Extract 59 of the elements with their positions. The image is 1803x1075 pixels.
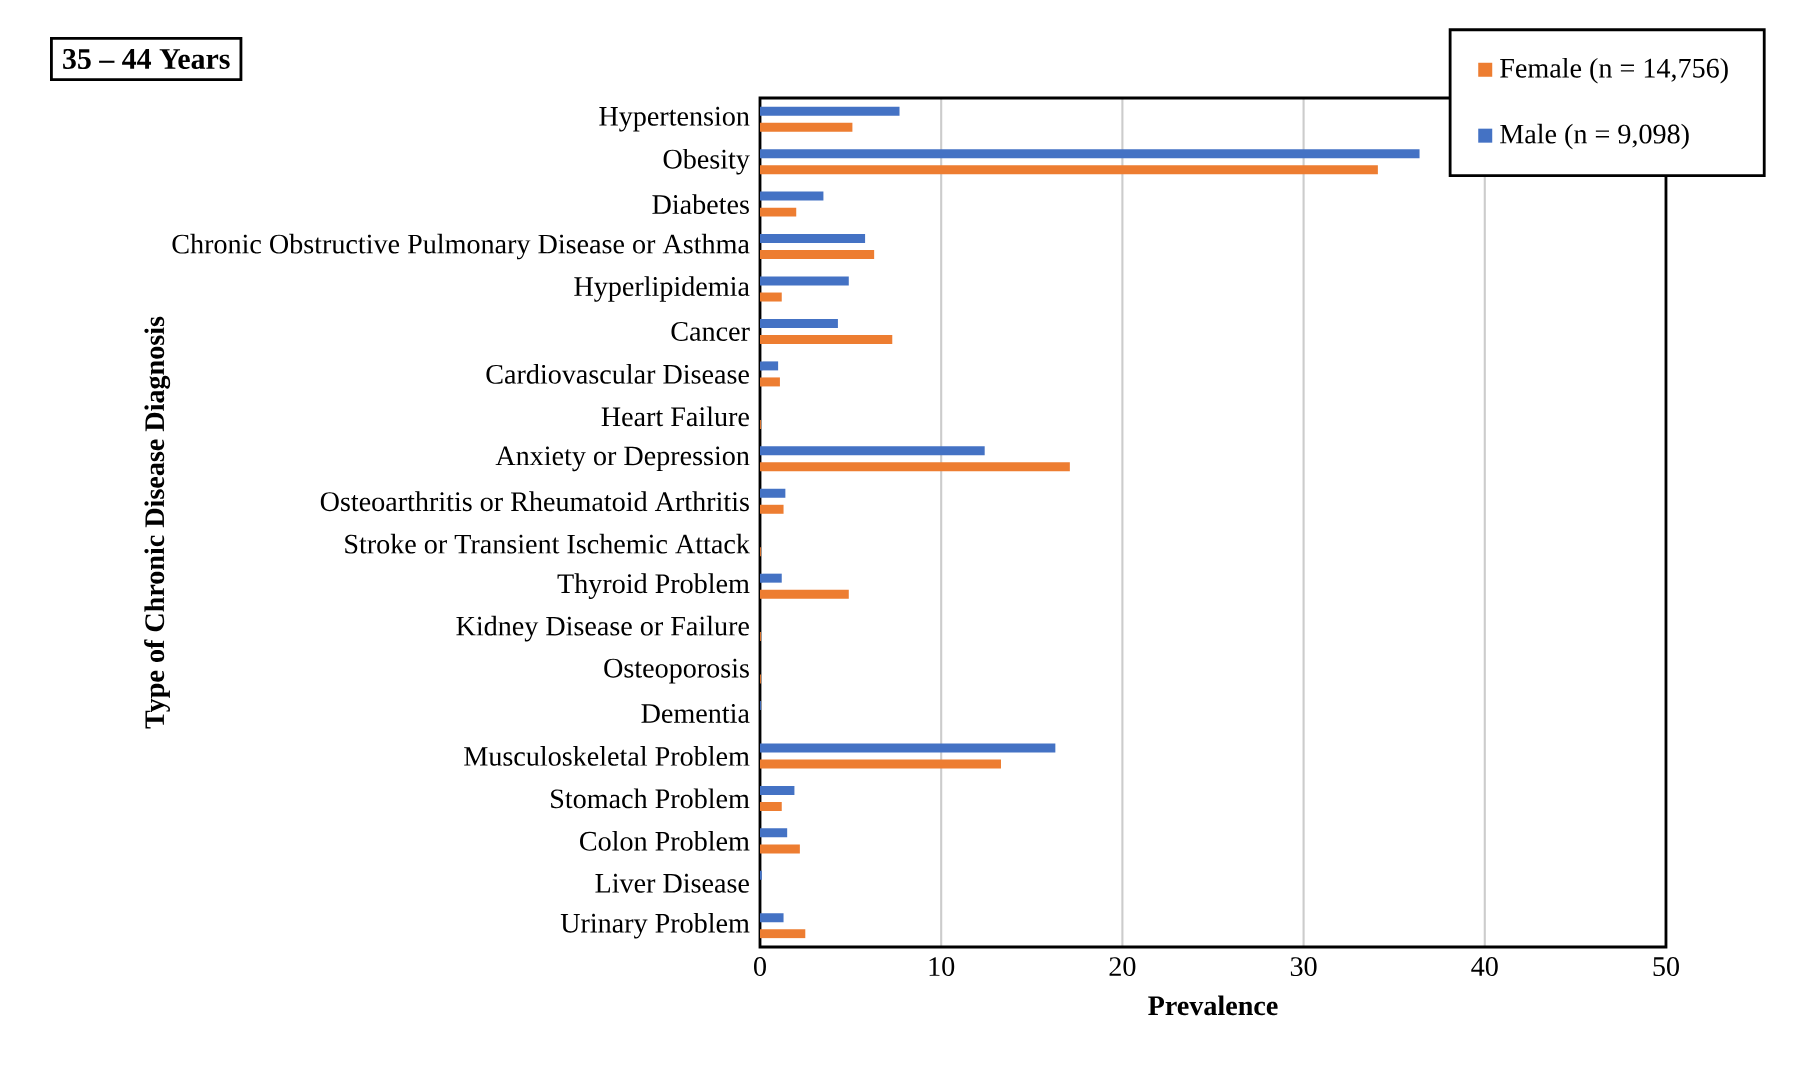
bar — [760, 828, 788, 838]
x-tick-label: 10 — [929, 957, 955, 977]
bar — [760, 361, 779, 371]
y-tick-label: Osteoporosis — [604, 658, 749, 684]
y-tick-label: Stroke or Transient Ischemic Attack — [345, 533, 750, 554]
x-tick-label: 40 — [1471, 957, 1498, 977]
legend-label: Male (n = 9,098) — [1500, 123, 1689, 150]
bar — [760, 335, 893, 344]
bar — [760, 234, 866, 244]
y-tick-label: Liver Disease — [595, 873, 749, 893]
bar — [760, 743, 1056, 753]
bar — [760, 913, 784, 923]
y-tick-label: Heart Failure — [601, 406, 749, 427]
bar — [760, 573, 782, 583]
y-tick-label: Urinary Problem — [560, 912, 750, 939]
y-tick-label: Stomach Problem — [551, 788, 750, 809]
y-tick-label: Musculoskeletal Problem — [464, 746, 750, 766]
y-tick-label: Kidney Disease or Failure — [456, 615, 749, 642]
bar — [760, 191, 824, 201]
y-tick-label: Cancer — [671, 322, 750, 341]
bar — [760, 250, 875, 260]
bar — [760, 759, 1001, 769]
bar — [760, 207, 797, 217]
y-axis-title: Type of Chronic Disease Diagnosis — [144, 316, 171, 729]
y-tick-label: Chronic Obstructive Pulmonary Disease or Asthma — [172, 233, 750, 260]
y-tick-label: Diabetes — [652, 194, 749, 215]
bar — [760, 801, 782, 811]
y-tick-label: Dementia — [641, 704, 750, 723]
x-tick-label: 50 — [1653, 957, 1679, 977]
bar — [760, 377, 780, 387]
bar — [760, 844, 800, 854]
bar — [760, 318, 838, 328]
y-tick-label: Thyroid Problem — [557, 573, 750, 599]
y-tick-label: Obesity — [663, 148, 750, 175]
bar — [760, 504, 784, 514]
y-tick-label: Cardiovascular Disease — [486, 364, 749, 384]
bar — [760, 488, 786, 498]
bar — [760, 292, 782, 302]
x-tick-label: 20 — [1109, 957, 1136, 977]
legend-label: Female (n = 14,756) — [1500, 57, 1728, 84]
bar — [760, 106, 900, 116]
bar — [760, 276, 849, 286]
bar — [760, 165, 1378, 175]
text: 35 – 44 Years — [63, 48, 230, 69]
bar — [760, 589, 849, 599]
bar — [760, 785, 795, 795]
x-tick-label: 0 — [754, 957, 766, 977]
bar — [760, 446, 985, 456]
y-tick-label: Hypertension — [599, 106, 750, 132]
y-tick-label: Osteoarthritis or Rheumatoid Arthritis — [320, 491, 749, 512]
x-tick-label: 30 — [1290, 957, 1317, 977]
bar — [760, 462, 1070, 472]
y-tick-label: Hyperlipidemia — [574, 276, 750, 302]
bar — [760, 122, 853, 132]
bar — [760, 929, 806, 939]
bar — [760, 149, 1420, 159]
y-tick-label: Colon Problem — [580, 830, 750, 851]
y-tick-label: Anxiety or Depression — [495, 446, 750, 472]
x-axis-title: Prevalence — [1148, 995, 1278, 1016]
